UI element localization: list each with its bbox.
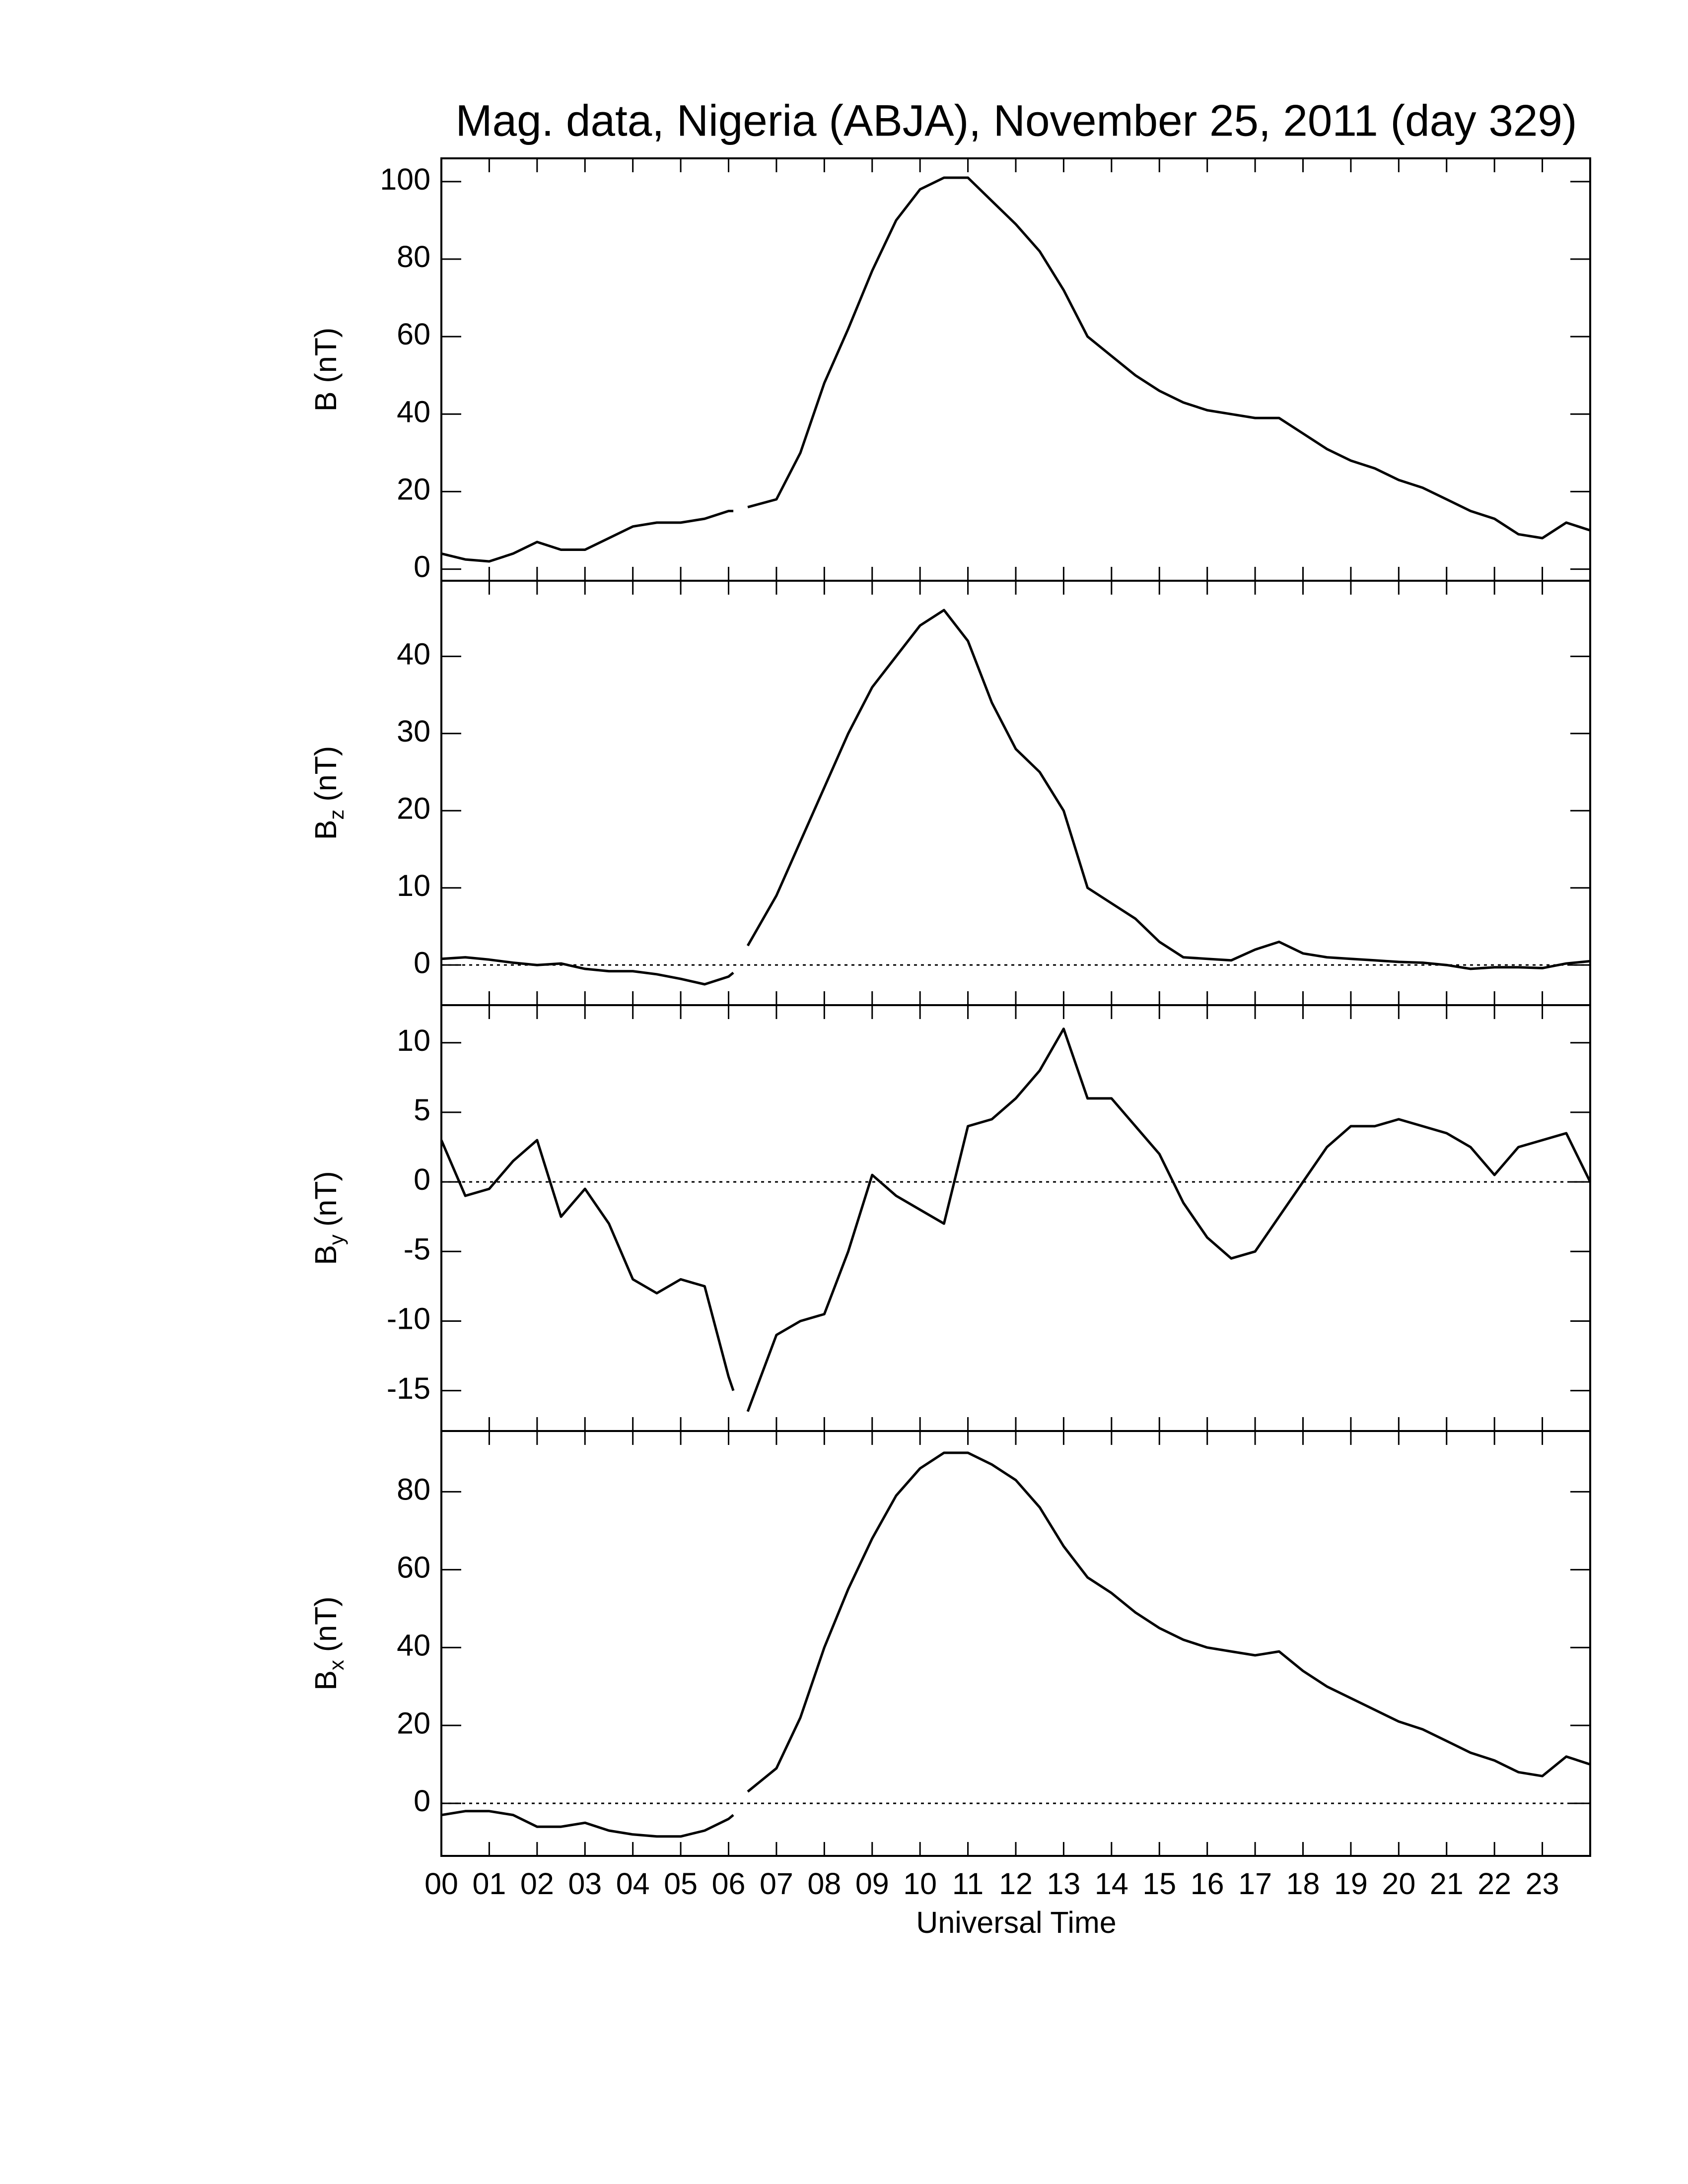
x-tick-label: 23 bbox=[1526, 1867, 1559, 1901]
y-label-main: B (nT) bbox=[309, 328, 343, 411]
x-tick-label: 10 bbox=[903, 1867, 937, 1901]
y-tick-label: -10 bbox=[387, 1302, 430, 1336]
y-tick-label: 60 bbox=[397, 1550, 430, 1584]
y-label-main: B bbox=[309, 820, 343, 840]
y-label-sub: z bbox=[325, 810, 348, 820]
y-label-unit: (nT) bbox=[309, 1596, 343, 1652]
chart-title: Mag. data, Nigeria (ABJA), November 25, … bbox=[455, 96, 1577, 145]
y-label-main: B bbox=[309, 1670, 343, 1691]
data-line bbox=[441, 1451, 1591, 1838]
y-tick-label: 30 bbox=[397, 714, 430, 748]
y-tick-label: 20 bbox=[397, 791, 430, 825]
y-tick-label: 60 bbox=[397, 317, 430, 351]
y-tick-label: 0 bbox=[414, 946, 430, 979]
x-axis-label: Universal Time bbox=[916, 1906, 1116, 1939]
x-tick-label: 05 bbox=[664, 1867, 698, 1901]
x-tick-label: 12 bbox=[999, 1867, 1033, 1901]
x-tick-label: 11 bbox=[952, 1867, 984, 1901]
data-line bbox=[441, 609, 1591, 986]
y-label-main: B bbox=[309, 1245, 343, 1265]
x-tick-label: 21 bbox=[1430, 1867, 1464, 1901]
x-tick-label: 14 bbox=[1095, 1867, 1128, 1901]
y-label-sub: x bbox=[325, 1660, 348, 1670]
x-tick-label: 08 bbox=[807, 1867, 841, 1901]
y-tick-label: 10 bbox=[397, 869, 430, 902]
x-tick-label: 01 bbox=[472, 1867, 506, 1901]
x-tick-label: 03 bbox=[568, 1867, 602, 1901]
y-tick-label: 20 bbox=[397, 1706, 430, 1740]
x-tick-label: 15 bbox=[1142, 1867, 1176, 1901]
y-axis-label: Bz (nT) bbox=[309, 746, 348, 840]
y-tick-label: 40 bbox=[397, 1628, 430, 1662]
y-tick-label: 80 bbox=[397, 240, 430, 273]
y-tick-label: 40 bbox=[397, 637, 430, 671]
x-tick-label: 22 bbox=[1477, 1867, 1511, 1901]
y-tick-label: 40 bbox=[397, 395, 430, 428]
y-tick-label: 0 bbox=[414, 1784, 430, 1818]
y-axis-label: Bx (nT) bbox=[309, 1596, 348, 1691]
y-label-unit: (nT) bbox=[309, 1171, 343, 1227]
x-tick-label: 20 bbox=[1382, 1867, 1415, 1901]
y-tick-label: 100 bbox=[380, 162, 430, 196]
y-tick-label: 5 bbox=[414, 1093, 430, 1127]
x-tick-label: 09 bbox=[855, 1867, 889, 1901]
y-tick-label: 80 bbox=[397, 1473, 430, 1506]
y-tick-label: 20 bbox=[397, 473, 430, 506]
y-tick-label: 0 bbox=[414, 1162, 430, 1196]
x-tick-label: 00 bbox=[424, 1867, 458, 1901]
y-axis-label: B (nT) bbox=[309, 328, 343, 411]
x-tick-label: 17 bbox=[1238, 1867, 1272, 1901]
x-tick-label: 04 bbox=[616, 1867, 650, 1901]
y-tick-label: -15 bbox=[387, 1371, 430, 1405]
y-tick-label: 0 bbox=[414, 550, 430, 584]
y-tick-label: -5 bbox=[404, 1232, 430, 1266]
x-tick-label: 18 bbox=[1286, 1867, 1320, 1901]
x-tick-label: 13 bbox=[1047, 1867, 1080, 1901]
x-tick-label: 19 bbox=[1334, 1867, 1368, 1901]
x-tick-label: 02 bbox=[520, 1867, 554, 1901]
y-axis-label: By (nT) bbox=[309, 1171, 348, 1265]
y-label-sub: y bbox=[325, 1234, 348, 1245]
data-line bbox=[440, 1027, 1592, 1412]
y-tick-label: 10 bbox=[397, 1024, 430, 1057]
x-tick-label: 06 bbox=[712, 1867, 746, 1901]
x-tick-label: 16 bbox=[1191, 1867, 1224, 1901]
y-label-unit: (nT) bbox=[309, 746, 343, 802]
x-tick-label: 07 bbox=[760, 1867, 793, 1901]
data-line bbox=[441, 176, 1591, 563]
